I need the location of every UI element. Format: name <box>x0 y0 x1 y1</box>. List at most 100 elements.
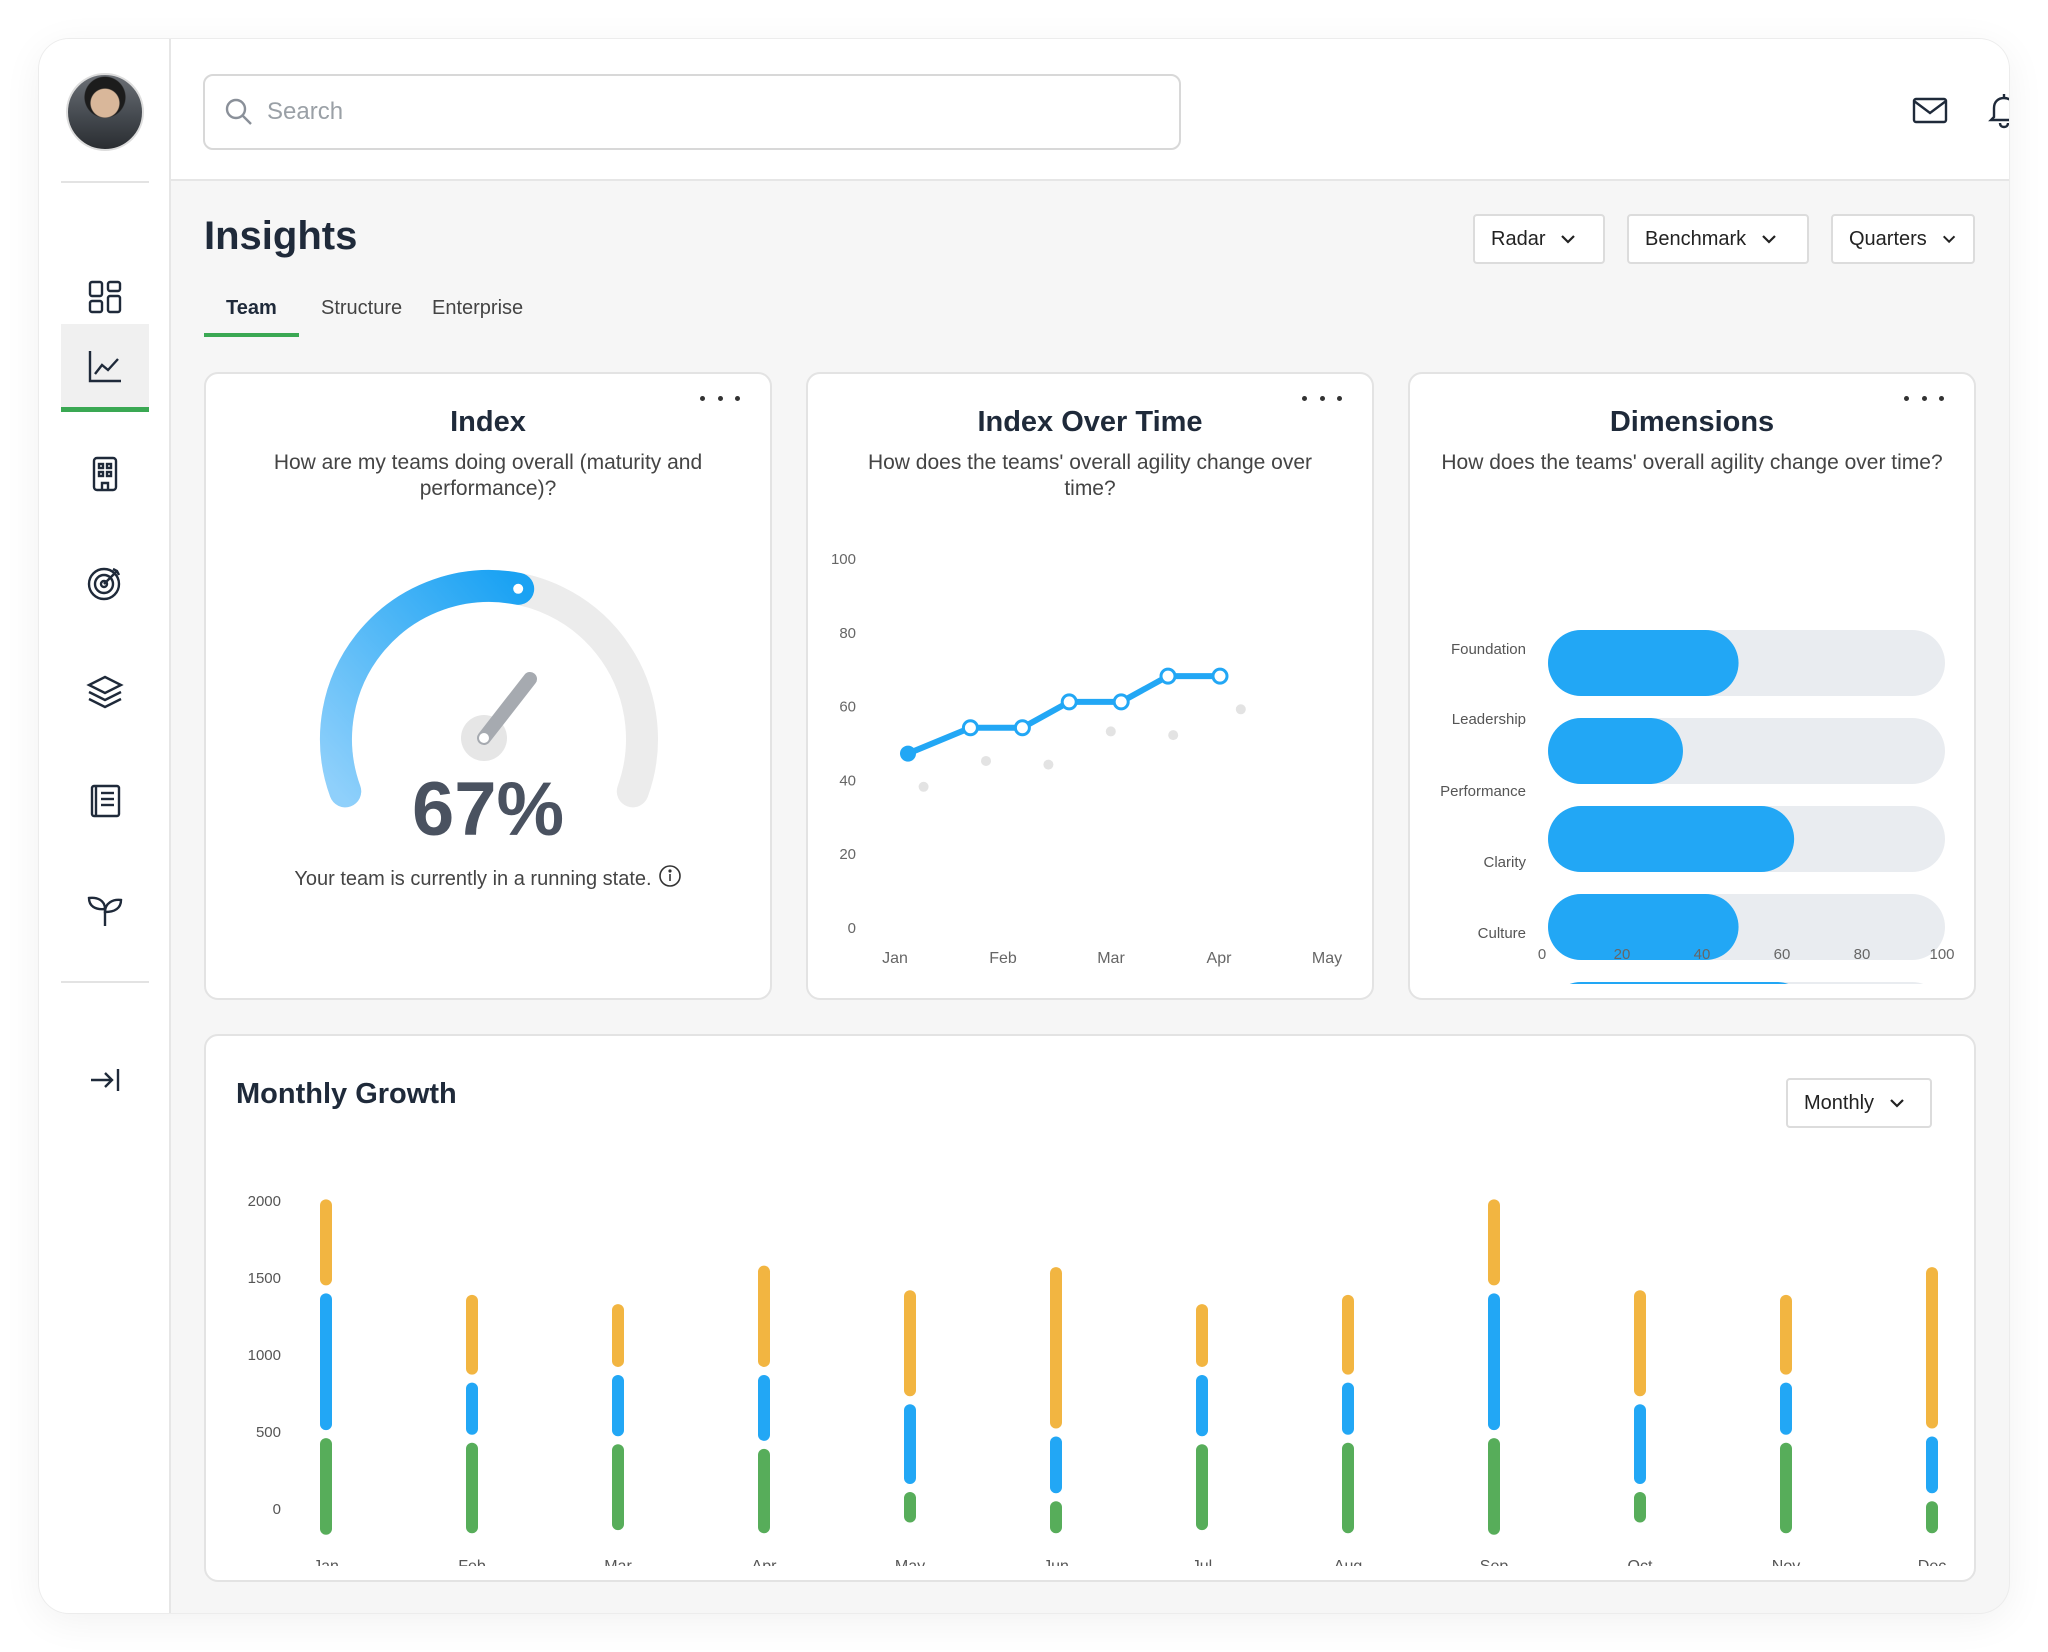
period-dropdown[interactable]: Monthly <box>1786 1078 1932 1128</box>
growth-bar-segment <box>320 1293 332 1431</box>
secondary-point <box>1235 704 1246 715</box>
series-point <box>1060 693 1078 711</box>
dashboard-grid-icon[interactable] <box>61 253 149 341</box>
x-tick-label: Jan <box>882 950 908 967</box>
monthly-growth-card: Monthly Growth Monthly 0 500 1000 1500 2000 J… <box>204 1034 1976 1582</box>
index-line-chart: 0 20 40 60 80 100 Jan Feb Mar Apr May <box>831 551 1342 967</box>
growth-bar-segment <box>1634 1290 1646 1397</box>
y-tick-label: 40 <box>839 772 856 789</box>
y-tick-label: 80 <box>839 625 856 642</box>
secondary-point <box>918 781 929 792</box>
card-subtitle: How does the teams' overall agility chan… <box>867 451 1313 500</box>
growth-bar-segment <box>1196 1444 1208 1531</box>
growth-bar-segment <box>320 1199 332 1286</box>
dimension-label: Performance <box>1440 783 1526 800</box>
divider <box>61 181 149 183</box>
growth-bar-segment <box>1488 1293 1500 1431</box>
dropdown-label: Monthly <box>1804 1091 1875 1114</box>
series-point <box>1013 719 1031 737</box>
building-icon[interactable] <box>61 430 149 518</box>
chevron-down-icon <box>1762 235 1776 244</box>
growth-bar-segment <box>1196 1304 1208 1367</box>
app-window: Insights Radar Benchmark Quarters Team S… <box>39 39 2009 1613</box>
dimension-label: Foundation <box>1451 641 1526 658</box>
y-tick-label: 2000 <box>248 1193 281 1210</box>
page-title: Insights <box>204 214 358 258</box>
growth-bar-segment <box>904 1290 916 1397</box>
dimension-bar <box>1548 718 1683 784</box>
y-tick-label: 100 <box>831 551 856 568</box>
index-note-text: Your team is currently in a running stat… <box>294 868 652 890</box>
card-title: Monthly Growth <box>236 1078 457 1110</box>
line-chart-icon[interactable] <box>61 324 149 412</box>
index-series-line <box>905 673 1223 757</box>
x-tick-label: May <box>1312 950 1342 967</box>
mail-icon[interactable] <box>1909 89 1951 131</box>
dropdown-label: Benchmark <box>1645 227 1747 250</box>
topbar <box>171 39 2009 181</box>
gauge-needle-pin <box>479 733 489 743</box>
dimension-bar <box>1548 806 1795 872</box>
x-tick-label: Nov <box>1772 1558 1800 1566</box>
growth-bar-segment <box>1780 1294 1792 1375</box>
secondary-point <box>1168 730 1179 741</box>
growth-bar-segment <box>758 1448 770 1534</box>
x-tick-label: 80 <box>1854 946 1871 963</box>
x-tick-label: Aug <box>1334 1558 1362 1566</box>
target-icon[interactable] <box>61 539 149 627</box>
x-tick-label: 100 <box>1929 946 1954 963</box>
x-tick-label: 20 <box>1614 946 1631 963</box>
dropdown-label: Quarters <box>1849 227 1927 250</box>
growth-bar-segment <box>1488 1199 1500 1286</box>
growth-bar-segment <box>1196 1374 1208 1437</box>
dropdown-label: Radar <box>1491 227 1546 250</box>
sprout-icon[interactable] <box>61 866 149 954</box>
tab-team[interactable]: Team <box>204 297 299 337</box>
x-tick-label: 40 <box>1694 946 1711 963</box>
growth-bar-segment <box>1488 1438 1500 1535</box>
x-tick-label: Sep <box>1480 1558 1509 1566</box>
growth-bar-segment <box>320 1438 332 1535</box>
layers-icon[interactable] <box>61 648 149 736</box>
secondary-point <box>1043 759 1054 770</box>
growth-bar-segment <box>904 1491 916 1523</box>
quarters-dropdown[interactable]: Quarters <box>1831 214 1975 264</box>
bell-icon[interactable] <box>1983 89 2009 131</box>
secondary-point <box>981 755 991 766</box>
growth-bar-segment <box>1926 1267 1938 1429</box>
avatar[interactable] <box>66 73 144 151</box>
growth-bar-segment <box>1926 1436 1938 1494</box>
growth-bar-segment <box>1634 1491 1646 1523</box>
growth-bar-segment <box>1050 1436 1062 1494</box>
more-options-button[interactable] <box>700 386 740 410</box>
x-tick-label: Jan <box>313 1558 339 1566</box>
chevron-down-icon <box>1942 235 1956 244</box>
tab-structure[interactable]: Structure <box>321 297 403 319</box>
series-point <box>1112 693 1130 711</box>
book-icon[interactable] <box>61 757 149 845</box>
search-bar[interactable] <box>203 74 1181 150</box>
growth-bar-segment <box>1342 1382 1354 1435</box>
x-tick-label: Feb <box>989 950 1017 967</box>
divider <box>61 981 149 983</box>
more-options-button[interactable] <box>1904 386 1944 410</box>
growth-bar-segment <box>758 1374 770 1441</box>
info-icon[interactable] <box>658 864 682 888</box>
y-tick-label: 1000 <box>248 1347 281 1364</box>
search-input[interactable] <box>267 98 1147 126</box>
growth-bar-segment <box>612 1444 624 1531</box>
growth-bar-segment <box>904 1404 916 1484</box>
growth-bar-segment <box>758 1265 770 1367</box>
card-subtitle: How does the teams' overall agility chan… <box>1441 451 1943 474</box>
dimension-label: Clarity <box>1483 854 1526 871</box>
sidebar <box>39 39 171 1613</box>
radar-dropdown[interactable]: Radar <box>1473 214 1605 264</box>
x-tick-label: Jul <box>1192 1558 1212 1566</box>
collapse-sidebar-icon[interactable] <box>61 1036 149 1124</box>
gauge-knob <box>513 583 524 594</box>
tab-enterprise[interactable]: Enterprise <box>432 297 524 319</box>
gauge-needle <box>477 672 537 745</box>
series-point <box>961 719 979 737</box>
benchmark-dropdown[interactable]: Benchmark <box>1627 214 1809 264</box>
more-options-button[interactable] <box>1302 386 1342 410</box>
